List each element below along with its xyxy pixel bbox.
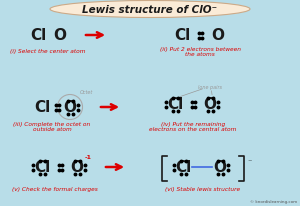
Text: ⁻: ⁻ xyxy=(247,156,251,165)
Text: O: O xyxy=(212,28,224,43)
Text: Octet: Octet xyxy=(80,90,93,95)
Text: (vi) Stable lewis structure: (vi) Stable lewis structure xyxy=(165,187,241,192)
Text: lone pairs: lone pairs xyxy=(198,85,222,90)
Text: Cl: Cl xyxy=(167,97,183,112)
Text: O: O xyxy=(64,100,76,115)
Text: Lewis structure of ClO⁻: Lewis structure of ClO⁻ xyxy=(82,5,218,15)
Text: O: O xyxy=(214,160,226,175)
Text: -1: -1 xyxy=(85,155,92,160)
Text: (i) Select the center atom: (i) Select the center atom xyxy=(10,49,86,54)
Text: © knordislearning.com: © knordislearning.com xyxy=(250,199,297,203)
Text: Cl: Cl xyxy=(30,28,46,43)
Text: (iv) Put the remaining
electrons on the central atom: (iv) Put the remaining electrons on the … xyxy=(149,121,237,132)
Text: Cl: Cl xyxy=(34,100,50,115)
Text: (v) Check the formal charges: (v) Check the formal charges xyxy=(12,187,98,192)
Ellipse shape xyxy=(50,1,250,18)
Text: Cl: Cl xyxy=(175,160,191,175)
Text: (iii) Complete the octet on
outside atom: (iii) Complete the octet on outside atom xyxy=(14,121,91,132)
Text: O: O xyxy=(53,28,67,43)
Text: Cl: Cl xyxy=(174,28,190,43)
Text: Cl: Cl xyxy=(34,160,50,175)
Text: (ii) Put 2 electrons between
the atoms: (ii) Put 2 electrons between the atoms xyxy=(160,46,241,57)
Text: O: O xyxy=(70,160,83,175)
Text: O: O xyxy=(203,97,217,112)
